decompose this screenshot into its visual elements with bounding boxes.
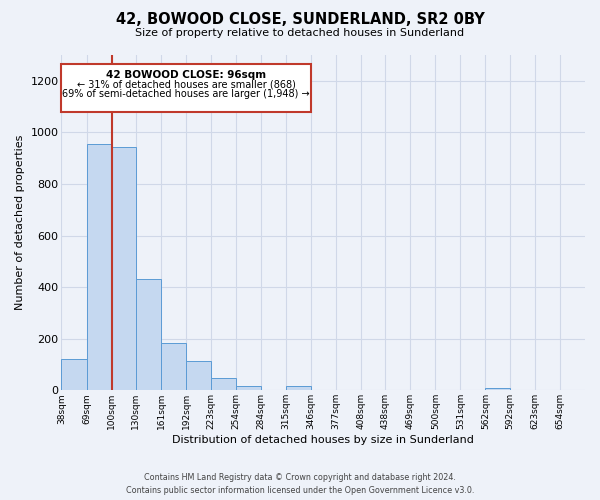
Bar [211,378,236,390]
Y-axis label: Number of detached properties: Number of detached properties [15,135,25,310]
Bar [161,342,186,390]
Text: Size of property relative to detached houses in Sunderland: Size of property relative to detached ho… [136,28,464,38]
Bar [61,64,311,112]
Text: 42 BOWOOD CLOSE: 96sqm: 42 BOWOOD CLOSE: 96sqm [106,70,266,81]
Bar [112,146,136,390]
Bar [86,144,112,390]
Text: 69% of semi-detached houses are larger (1,948) →: 69% of semi-detached houses are larger (… [62,88,310,99]
Text: 42, BOWOOD CLOSE, SUNDERLAND, SR2 0BY: 42, BOWOOD CLOSE, SUNDERLAND, SR2 0BY [116,12,484,28]
Bar [485,388,510,390]
Text: Contains HM Land Registry data © Crown copyright and database right 2024.
Contai: Contains HM Land Registry data © Crown c… [126,474,474,495]
X-axis label: Distribution of detached houses by size in Sunderland: Distribution of detached houses by size … [172,435,474,445]
Bar [61,360,86,390]
Text: ← 31% of detached houses are smaller (868): ← 31% of detached houses are smaller (86… [77,80,296,90]
Bar [136,280,161,390]
Bar [236,386,260,390]
Bar [186,360,211,390]
Bar [286,386,311,390]
